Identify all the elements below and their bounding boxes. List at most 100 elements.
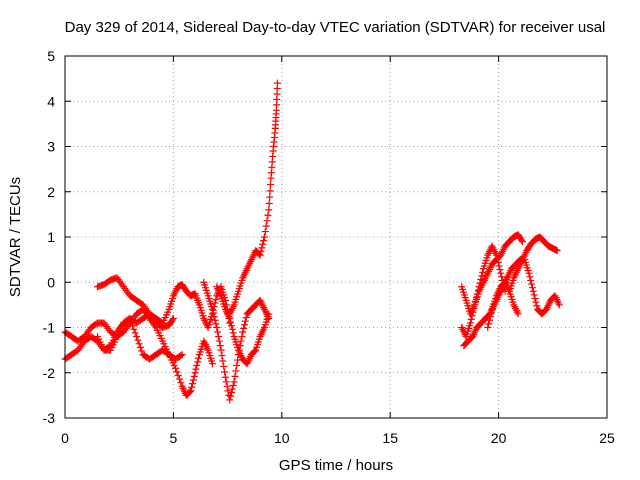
data-point-marker <box>528 280 536 288</box>
data-point-marker <box>227 392 235 400</box>
data-point-marker <box>133 333 141 341</box>
data-point-marker <box>209 309 217 317</box>
data-point-marker <box>474 286 482 294</box>
data-point-marker <box>138 347 146 355</box>
data-point-marker <box>484 324 492 331</box>
data-point-marker <box>227 318 235 326</box>
data-point-marker <box>169 316 177 324</box>
data-point-marker <box>134 336 142 344</box>
data-point-marker <box>525 269 533 277</box>
data-point-marker <box>212 295 220 303</box>
axis-ticks: 0 5 10 15 20 25 -3 -2 -1 0 1 2 3 4 5 <box>43 48 615 446</box>
data-point-marker <box>131 329 139 337</box>
data-point-marker <box>220 362 228 370</box>
data-point-marker <box>476 279 484 287</box>
data-point-marker <box>193 362 201 370</box>
data-point-marker <box>265 200 273 208</box>
data-point-marker <box>228 322 236 330</box>
data-point-marker <box>172 364 180 372</box>
x-tick-label: 5 <box>170 430 178 446</box>
data-point-marker <box>174 371 182 379</box>
data-point-marker <box>469 308 477 316</box>
data-point-marker <box>258 244 266 252</box>
data-point-marker <box>194 358 202 366</box>
data-point-marker <box>526 273 534 281</box>
series-sat-d <box>94 314 186 363</box>
data-point-marker <box>233 362 241 370</box>
data-point-marker <box>518 238 526 246</box>
data-point-marker <box>531 295 539 303</box>
data-point-marker <box>470 304 478 312</box>
data-point-marker <box>242 314 250 322</box>
data-point-marker <box>261 228 269 236</box>
data-point-marker <box>478 272 486 280</box>
data-point-marker <box>239 328 247 336</box>
data-point-marker <box>266 193 274 201</box>
data-point-marker <box>210 313 218 321</box>
data-point-marker <box>208 305 216 313</box>
data-point-marker <box>186 388 194 396</box>
data-point-marker <box>178 351 186 359</box>
x-tick-label: 10 <box>274 430 290 446</box>
data-point-marker <box>528 284 536 292</box>
data-point-marker <box>472 294 480 302</box>
y-tick-label: 1 <box>47 229 55 245</box>
data-point-marker <box>213 324 221 331</box>
series-sat-c <box>94 274 177 331</box>
y-tick-label: -1 <box>43 320 56 336</box>
chart-title: Day 329 of 2014, Sidereal Day-to-day VTE… <box>65 19 606 36</box>
data-point-marker <box>485 316 493 324</box>
data-point-marker <box>466 319 474 327</box>
data-point-marker <box>251 347 259 355</box>
data-point-marker <box>533 302 541 310</box>
data-point-marker <box>192 365 200 373</box>
data-point-marker <box>237 337 245 345</box>
data-point-marker <box>211 316 219 324</box>
data-point-marker <box>492 251 500 259</box>
series-sat-i <box>458 242 509 341</box>
data-point-marker <box>231 372 239 380</box>
data-point-marker <box>230 378 238 386</box>
data-point-marker <box>240 324 248 332</box>
data-point-marker <box>259 240 267 248</box>
data-point-marker <box>211 299 219 307</box>
data-point-marker <box>555 301 563 309</box>
data-point-marker <box>518 236 526 244</box>
data-point-marker <box>228 325 236 333</box>
data-point-marker <box>471 301 479 309</box>
data-point-marker <box>496 266 504 274</box>
data-point-marker <box>222 378 230 386</box>
data-point-marker <box>475 283 483 291</box>
data-point-marker <box>177 379 185 387</box>
data-point-marker <box>212 320 220 328</box>
data-point-marker <box>129 322 137 330</box>
y-tick-label: 5 <box>47 48 55 64</box>
y-tick-label: -3 <box>43 410 56 426</box>
data-point-marker <box>195 354 203 362</box>
data-point-marker <box>532 298 540 306</box>
data-point-marker <box>216 342 224 350</box>
data-point-marker <box>177 352 185 360</box>
data-point-marker <box>191 369 199 377</box>
data-point-marker <box>266 187 274 195</box>
data-point-marker <box>487 309 495 317</box>
grid-lines <box>65 56 607 418</box>
data-point-marker <box>256 251 264 259</box>
data-point-marker <box>229 381 237 389</box>
data-point-marker <box>175 375 183 383</box>
x-tick-label: 20 <box>491 430 507 446</box>
data-point-marker <box>217 346 225 354</box>
data-point-marker <box>241 317 249 325</box>
y-tick-label: 2 <box>47 184 55 200</box>
data-point-marker <box>530 291 538 299</box>
data-point-marker <box>473 290 481 298</box>
data-point-marker <box>173 368 181 376</box>
data-point-marker <box>130 325 138 333</box>
series-sat-l <box>484 278 522 331</box>
data-point-marker <box>265 206 273 214</box>
data-point-marker <box>136 343 144 351</box>
data-point-marker <box>226 396 234 404</box>
y-tick-label: 0 <box>47 274 55 290</box>
data-point-marker <box>127 318 135 326</box>
